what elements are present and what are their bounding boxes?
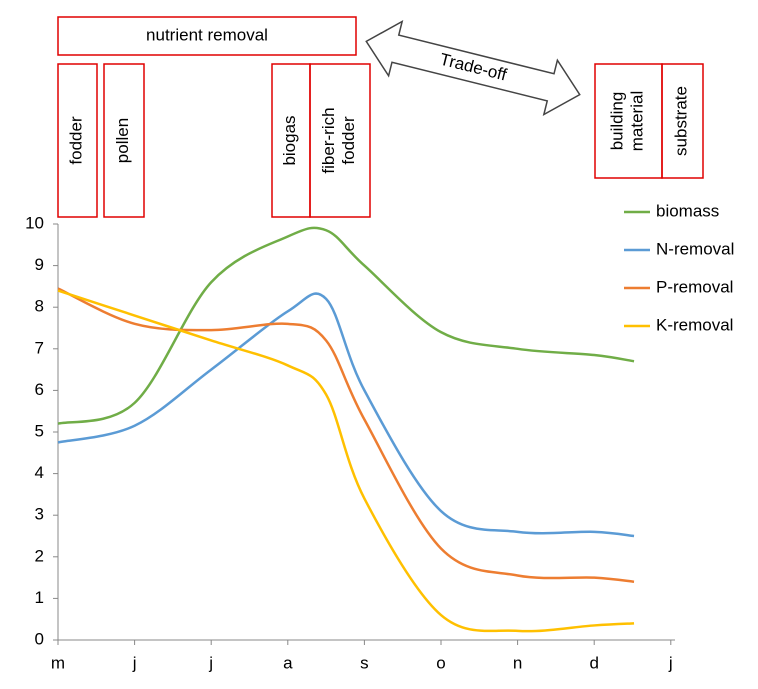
annotation-label: fodder (67, 116, 86, 165)
legend-label: K-removal (656, 315, 733, 334)
y-tick-label: 1 (35, 588, 44, 607)
y-tick-label: 4 (35, 463, 44, 482)
y-tick-label: 8 (35, 297, 44, 316)
annotation-label: fiber-richfodder (319, 107, 358, 173)
annotation-box (309, 63, 371, 218)
annotation-box (103, 63, 145, 218)
y-tick-label: 0 (35, 629, 44, 648)
x-tick-label: j (132, 653, 137, 672)
y-tick-label: 2 (35, 546, 44, 565)
series-line (57, 289, 635, 633)
y-tick-label: 9 (35, 255, 44, 274)
legend-label: N-removal (656, 239, 734, 258)
x-tick-label: n (513, 653, 522, 672)
annotation-label: substrate (672, 86, 691, 156)
x-tick-label: d (589, 653, 598, 672)
legend-label: biomass (656, 201, 719, 220)
double-arrow (365, 19, 581, 117)
series-line (57, 287, 635, 584)
annotation-label: pollen (113, 118, 132, 163)
x-tick-label: j (208, 653, 213, 672)
legend-label: P-removal (656, 277, 733, 296)
y-tick-label: 5 (35, 421, 44, 440)
x-tick-label: o (436, 653, 445, 672)
annotation-box (57, 16, 357, 56)
annotation-box (661, 63, 704, 179)
annotation-box (57, 63, 98, 218)
y-tick-label: 7 (35, 338, 44, 357)
x-tick-label: s (360, 653, 369, 672)
x-tick-label: m (51, 653, 65, 672)
annotation-label: buildingmaterial (608, 91, 647, 151)
x-tick-label: j (668, 653, 673, 672)
series-line (57, 226, 635, 425)
annotation-label: nutrient removal (146, 25, 268, 44)
annotation-label: biogas (280, 115, 299, 165)
y-tick-label: 10 (25, 213, 44, 232)
trade-off-arrow: Trade-off (365, 19, 581, 117)
y-tick-label: 3 (35, 505, 44, 524)
series-line (57, 292, 635, 538)
y-tick-label: 6 (35, 380, 44, 399)
x-tick-label: a (283, 653, 293, 672)
